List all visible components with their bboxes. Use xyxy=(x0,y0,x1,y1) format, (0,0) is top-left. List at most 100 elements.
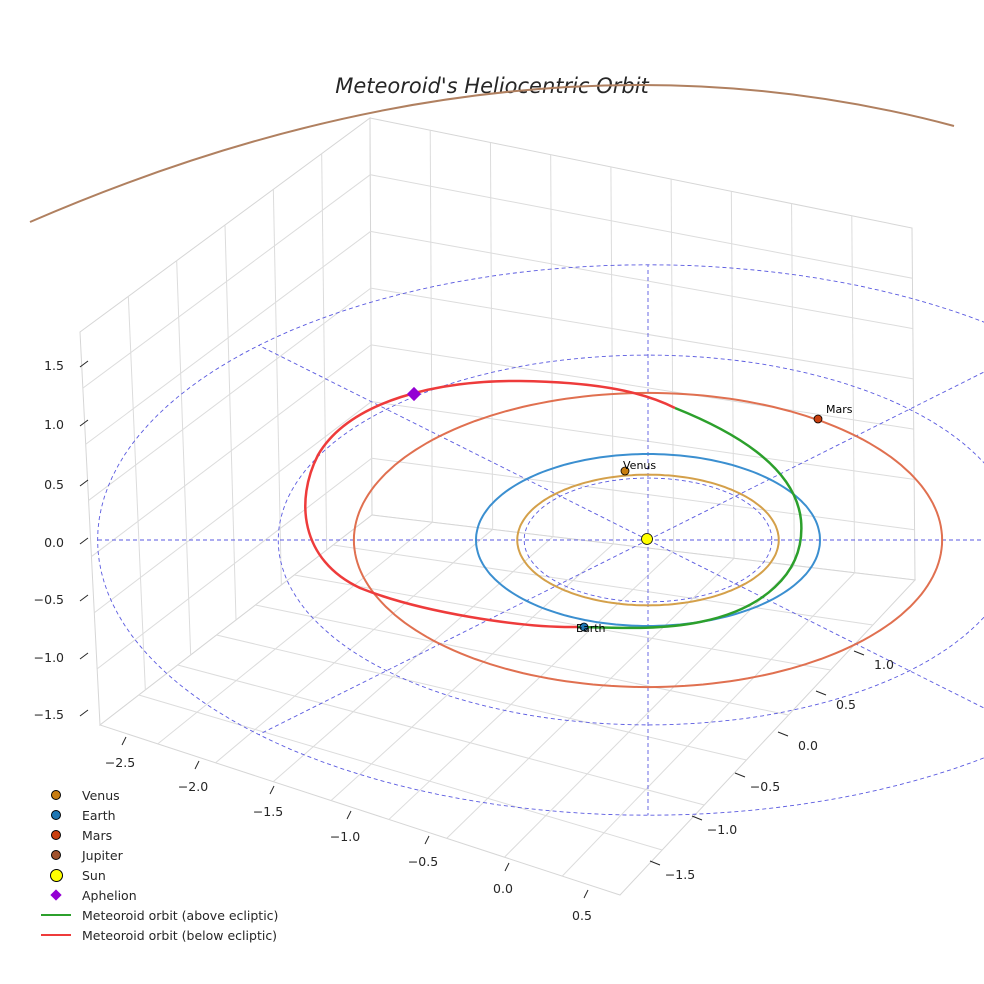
venus-marker xyxy=(620,466,630,476)
legend: Venus Earth Mars Jupiter Sun Aphelion Meteoroi… xyxy=(40,785,278,945)
earth-label: Earth xyxy=(576,622,606,635)
legend-symbol xyxy=(40,805,72,825)
legend-item: Meteoroid orbit (below ecliptic) xyxy=(40,925,278,945)
pane-back xyxy=(369,117,916,581)
x-tick-label: 0.5 xyxy=(572,908,592,923)
legend-symbol xyxy=(40,905,72,925)
orbit-markers: Venus Earth Mars xyxy=(406,386,853,635)
legend-label: Jupiter xyxy=(82,847,123,863)
gridline xyxy=(670,179,675,552)
z-tick-mark xyxy=(79,479,89,487)
y-tick-label: −1.5 xyxy=(665,867,695,882)
gridline xyxy=(176,260,192,656)
legend-label: Aphelion xyxy=(82,887,137,903)
z-tick-label: 1.0 xyxy=(44,417,64,432)
gridline xyxy=(388,550,675,820)
z-tick-label: 0.0 xyxy=(44,535,64,550)
axis-gridlines xyxy=(82,130,915,877)
mars-label: Mars xyxy=(826,403,853,416)
legend-item: Jupiter xyxy=(40,845,278,865)
ecliptic-ring xyxy=(97,264,984,816)
gridline xyxy=(272,189,282,586)
legend-symbol xyxy=(40,825,72,845)
legend-item: Earth xyxy=(40,805,278,825)
legend-item: Sun xyxy=(40,865,278,885)
ecliptic-spoke xyxy=(258,345,649,541)
planet-orbits xyxy=(29,84,955,689)
sun-marker xyxy=(641,533,653,545)
earth-marker xyxy=(579,622,589,632)
ecliptic-spoke xyxy=(258,539,649,735)
gridline xyxy=(157,521,433,745)
ecliptic-grid xyxy=(97,264,984,816)
z-tick-mark xyxy=(79,709,89,717)
z-tick-mark xyxy=(79,652,89,660)
venus-orbit xyxy=(516,473,780,607)
y-tick-mark xyxy=(649,860,661,866)
x-tick-label: −0.5 xyxy=(408,854,438,869)
gridline xyxy=(224,224,237,621)
legend-symbol xyxy=(40,925,72,945)
z-tick-mark xyxy=(79,419,89,427)
legend-item: Venus xyxy=(40,785,278,805)
ecliptic-ring xyxy=(523,477,773,603)
z-tick-label: 0.5 xyxy=(44,477,64,492)
x-tick-mark xyxy=(194,760,200,770)
x-tick-mark xyxy=(121,736,127,746)
gridline xyxy=(321,153,328,551)
x-tick-mark xyxy=(346,810,352,820)
y-tick-label: −1.0 xyxy=(707,822,737,837)
gridline xyxy=(791,203,795,566)
mars-orbit xyxy=(352,391,944,689)
gridline xyxy=(273,536,554,783)
ecliptic-spoke xyxy=(647,539,984,709)
y-tick-mark xyxy=(777,731,789,737)
legend-symbol xyxy=(40,885,72,905)
ecliptic-ring xyxy=(277,354,984,726)
gridline xyxy=(561,572,856,877)
y-tick-mark xyxy=(734,772,746,778)
legend-item: Mars xyxy=(40,825,278,845)
aphelion-marker xyxy=(406,386,422,402)
gridline xyxy=(127,296,146,691)
gridline xyxy=(215,529,493,764)
axis-ticks: 1.5 1.0 0.5 0.0 −0.5 −1.0 −1.5 −2.5 −2.0 −1.5 −1.0… xyxy=(34,358,894,923)
legend-label: Earth xyxy=(82,807,116,823)
legend-label: Venus xyxy=(82,787,120,803)
gridline xyxy=(216,634,747,761)
earth-orbit xyxy=(474,453,822,627)
x-tick-label: −2.0 xyxy=(178,779,208,794)
gridline xyxy=(504,565,795,858)
legend-symbol xyxy=(40,845,72,865)
gridline xyxy=(177,664,705,806)
x-tick-mark xyxy=(504,862,510,872)
gridline xyxy=(730,191,735,559)
gridline xyxy=(138,694,663,851)
ecliptic-spoke xyxy=(647,371,984,541)
z-tick-label: −1.0 xyxy=(34,650,64,665)
z-tick-mark xyxy=(79,537,89,545)
x-tick-label: 0.0 xyxy=(493,881,513,896)
y-tick-mark xyxy=(815,690,827,696)
y-tick-mark xyxy=(853,650,865,656)
z-tick-label: 1.5 xyxy=(44,358,64,373)
y-tick-mark xyxy=(691,815,703,821)
z-tick-label: −1.5 xyxy=(34,707,64,722)
gridline xyxy=(429,130,433,523)
gridline xyxy=(333,544,873,626)
legend-item: Meteoroid orbit (above ecliptic) xyxy=(40,905,278,925)
gridline xyxy=(255,604,789,716)
legend-label: Sun xyxy=(82,867,106,883)
x-tick-label: −1.5 xyxy=(253,804,283,819)
axis-panes xyxy=(79,117,917,896)
x-tick-mark xyxy=(424,835,430,845)
z-tick-mark xyxy=(79,360,89,368)
x-tick-mark xyxy=(583,889,589,899)
gridline xyxy=(489,142,494,530)
meteoroid-orbit-above xyxy=(577,406,803,630)
y-tick-label: 0.0 xyxy=(798,738,818,753)
x-tick-label: −2.5 xyxy=(105,755,135,770)
legend-symbol xyxy=(40,865,72,885)
gridline xyxy=(550,154,554,537)
